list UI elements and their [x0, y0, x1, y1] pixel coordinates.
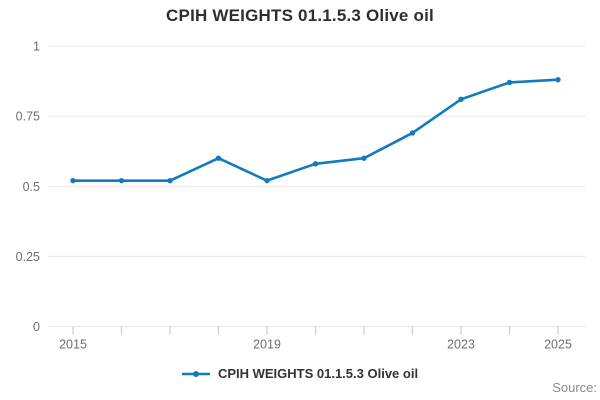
data-point-marker[interactable] — [70, 177, 76, 184]
y-axis-tick-label: 1 — [33, 40, 40, 54]
legend-line-marker-icon — [181, 370, 210, 377]
x-axis-tick-label: 2015 — [59, 338, 87, 352]
y-axis-tick-label: 0 — [33, 320, 40, 334]
data-point-marker[interactable] — [458, 96, 464, 102]
y-axis-tick-label: 0.25 — [16, 250, 40, 264]
source-label: Source: — [552, 380, 597, 395]
data-point-marker[interactable] — [167, 177, 173, 184]
x-axis-tick-label: 2025 — [544, 338, 572, 352]
y-axis-tick-label: 0.5 — [23, 180, 40, 194]
plot-area: 1 0.75 0.5 0.25 0 2015 2019 2023 2025 — [16, 40, 585, 352]
data-point-marker[interactable] — [409, 130, 416, 136]
y-axis-tick-label: 0.75 — [16, 110, 40, 124]
data-point-marker[interactable] — [555, 76, 561, 83]
data-point-marker[interactable] — [506, 79, 513, 86]
data-point-marker[interactable] — [264, 177, 270, 184]
x-axis-tick-label: 2019 — [253, 338, 281, 352]
data-point-marker[interactable] — [361, 155, 367, 161]
x-axis-tick-label: 2023 — [447, 338, 475, 352]
legend[interactable]: CPIH WEIGHTS 01.1.5.3 Olive oil — [0, 366, 600, 381]
data-point-marker[interactable] — [118, 177, 125, 184]
data-point-marker[interactable] — [215, 155, 222, 161]
data-point-marker[interactable] — [312, 161, 319, 167]
chart-title: CPIH WEIGHTS 01.1.5.3 Olive oil — [166, 6, 434, 25]
legend-label: CPIH WEIGHTS 01.1.5.3 Olive oil — [217, 366, 419, 381]
